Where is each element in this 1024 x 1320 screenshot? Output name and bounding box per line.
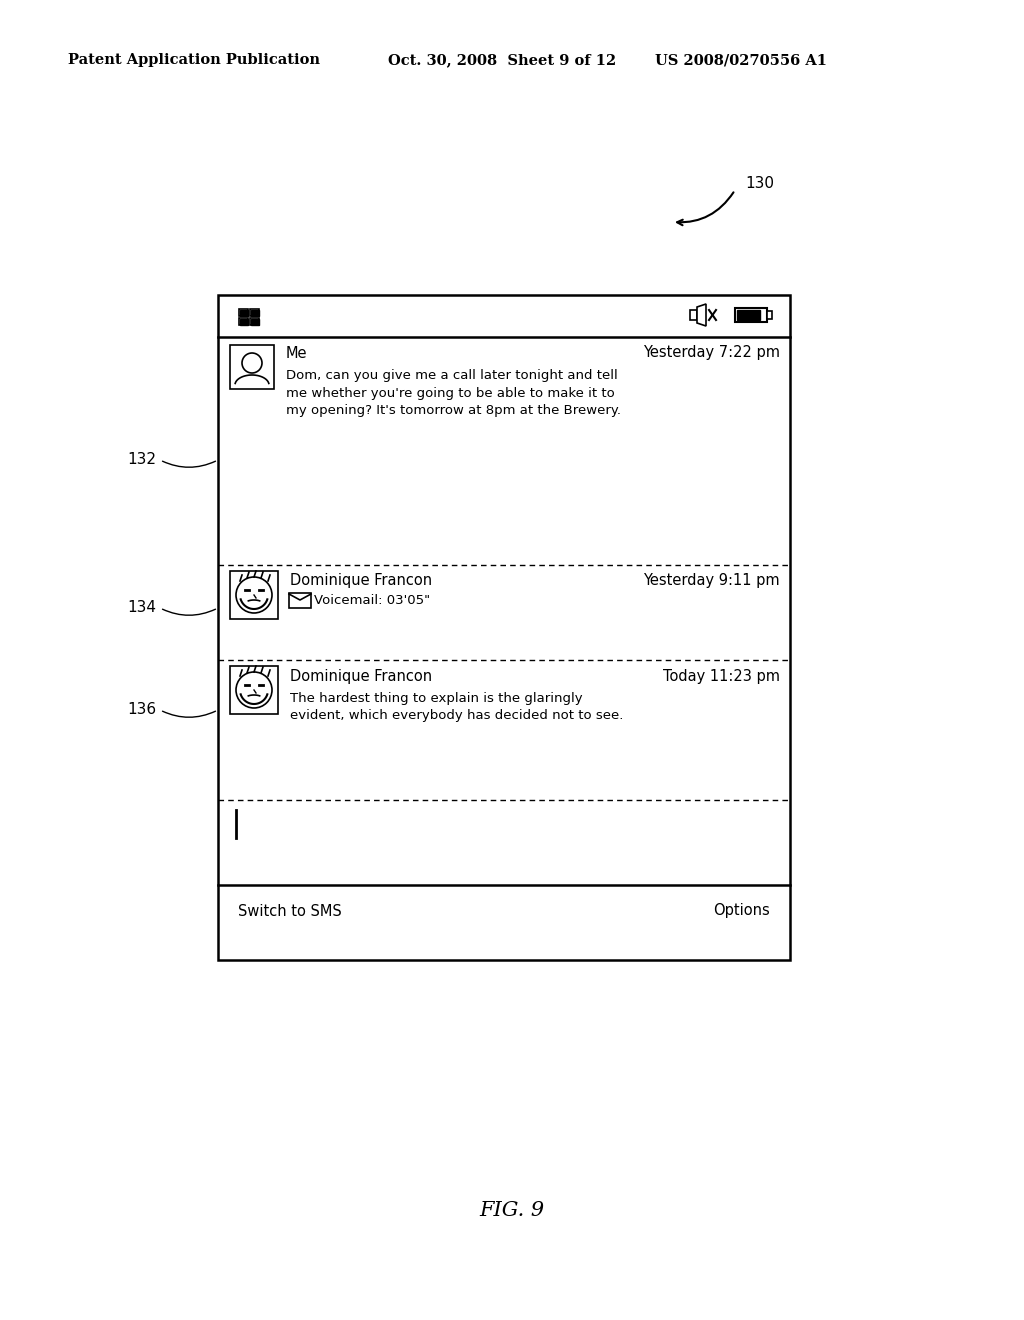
Bar — [240, 309, 248, 315]
Text: Yesterday 7:22 pm: Yesterday 7:22 pm — [643, 346, 780, 360]
Text: Dom, can you give me a call later tonight and tell
me whether you're going to be: Dom, can you give me a call later tonigh… — [286, 370, 621, 417]
Bar — [289, 593, 311, 609]
Text: Yesterday 9:11 pm: Yesterday 9:11 pm — [643, 573, 780, 589]
Text: Me: Me — [286, 346, 307, 360]
Text: Today 11:23 pm: Today 11:23 pm — [663, 668, 780, 684]
Bar — [251, 318, 258, 325]
Bar — [230, 345, 274, 389]
Text: Oct. 30, 2008  Sheet 9 of 12: Oct. 30, 2008 Sheet 9 of 12 — [388, 53, 616, 67]
Bar — [218, 294, 790, 960]
Bar — [735, 308, 767, 322]
Bar — [250, 318, 259, 325]
Bar — [239, 309, 248, 315]
Text: 130: 130 — [745, 176, 774, 190]
Text: Patent Application Publication: Patent Application Publication — [68, 53, 319, 67]
Bar — [250, 309, 259, 315]
Text: FIG. 9: FIG. 9 — [479, 1200, 545, 1220]
Text: Dominique Francon: Dominique Francon — [290, 668, 432, 684]
Bar — [690, 310, 697, 319]
Text: 132: 132 — [127, 453, 156, 467]
Text: The hardest thing to explain is the glaringly
evident, which everybody has decid: The hardest thing to explain is the glar… — [290, 692, 624, 722]
Bar — [239, 318, 248, 325]
Text: Switch to SMS: Switch to SMS — [238, 903, 342, 919]
Text: Dominique Francon: Dominique Francon — [290, 573, 432, 589]
Bar — [240, 318, 248, 325]
Bar — [737, 310, 760, 319]
Polygon shape — [697, 304, 706, 326]
Bar — [230, 572, 278, 619]
Text: US 2008/0270556 A1: US 2008/0270556 A1 — [655, 53, 827, 67]
Text: Voicemail: 03'05": Voicemail: 03'05" — [314, 594, 430, 607]
Text: 136: 136 — [127, 702, 156, 718]
Text: 134: 134 — [127, 601, 156, 615]
Text: Options: Options — [714, 903, 770, 919]
Bar — [230, 667, 278, 714]
Bar — [251, 309, 258, 315]
Bar — [767, 312, 772, 319]
